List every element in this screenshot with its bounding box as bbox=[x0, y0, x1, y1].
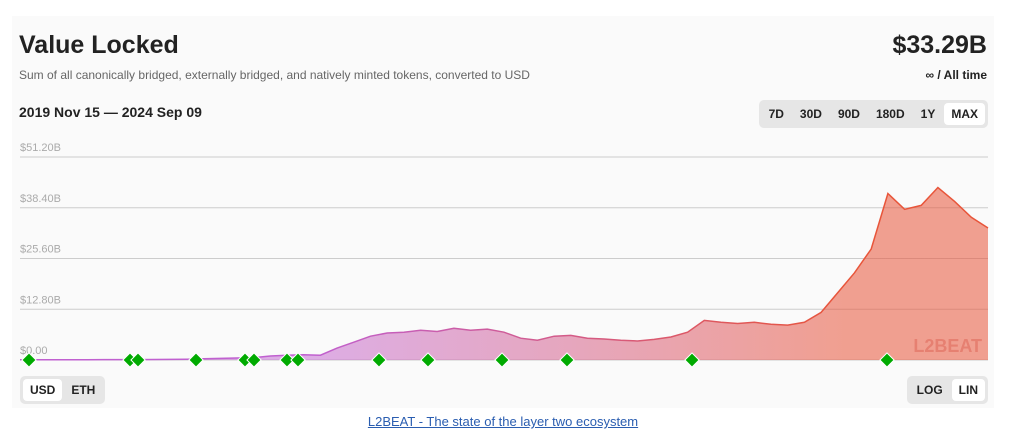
event-marker[interactable] bbox=[290, 352, 306, 368]
toggle-button[interactable]: LIN bbox=[951, 379, 985, 401]
event-marker[interactable] bbox=[237, 352, 253, 368]
event-marker[interactable] bbox=[122, 352, 138, 368]
line bbox=[20, 186, 989, 361]
toggle-button[interactable]: 30D bbox=[799, 107, 822, 121]
toggle-button[interactable]: 1Y bbox=[920, 107, 936, 121]
event-marker[interactable] bbox=[21, 352, 37, 368]
subtitle: Sum of all canonically bridged, external… bbox=[19, 68, 530, 82]
scale-buttons: LOG LIN bbox=[906, 376, 988, 404]
event-marker[interactable] bbox=[371, 352, 387, 368]
event-marker[interactable] bbox=[684, 352, 700, 368]
event-marker[interactable] bbox=[188, 352, 204, 368]
unit-buttons: USD ETH bbox=[20, 376, 106, 404]
footer-link[interactable]: L2BEAT - The state of the layer two ecos… bbox=[367, 414, 639, 429]
toggle-button[interactable]: USD bbox=[23, 379, 63, 401]
toggle-button[interactable]: LOG bbox=[916, 383, 943, 397]
event-marker[interactable] bbox=[559, 352, 575, 368]
range-buttons: 7D 30D 90D 180D 1Y MAX bbox=[758, 100, 988, 128]
y-tick-label: $25.60B bbox=[20, 244, 61, 256]
event-marker[interactable] bbox=[279, 352, 295, 368]
period: ∞ / All time bbox=[925, 68, 987, 82]
title: Value Locked bbox=[19, 31, 179, 59]
event-marker[interactable] bbox=[420, 352, 436, 368]
event-marker[interactable] bbox=[246, 352, 262, 368]
toggle-button[interactable]: 7D bbox=[768, 107, 784, 121]
total-value: $33.29B bbox=[892, 31, 987, 59]
toggle-button[interactable]: ETH bbox=[71, 383, 96, 397]
toggle-button[interactable]: MAX bbox=[944, 103, 985, 125]
event-markers bbox=[21, 352, 895, 368]
toggle-button[interactable]: 90D bbox=[837, 107, 860, 121]
event-marker[interactable] bbox=[879, 352, 895, 368]
y-tick-label: $51.20B bbox=[20, 142, 61, 154]
y-tick-label: $38.40B bbox=[20, 193, 61, 205]
y-tick-label: $0.00 bbox=[20, 345, 48, 357]
event-marker[interactable] bbox=[130, 352, 146, 368]
y-tick-label: $12.80B bbox=[20, 294, 61, 306]
event-marker[interactable] bbox=[494, 352, 510, 368]
date-range: 2019 Nov 15 — 2024 Sep 09 bbox=[19, 104, 202, 120]
area bbox=[20, 187, 988, 360]
toggle-button[interactable]: 180D bbox=[875, 107, 905, 121]
